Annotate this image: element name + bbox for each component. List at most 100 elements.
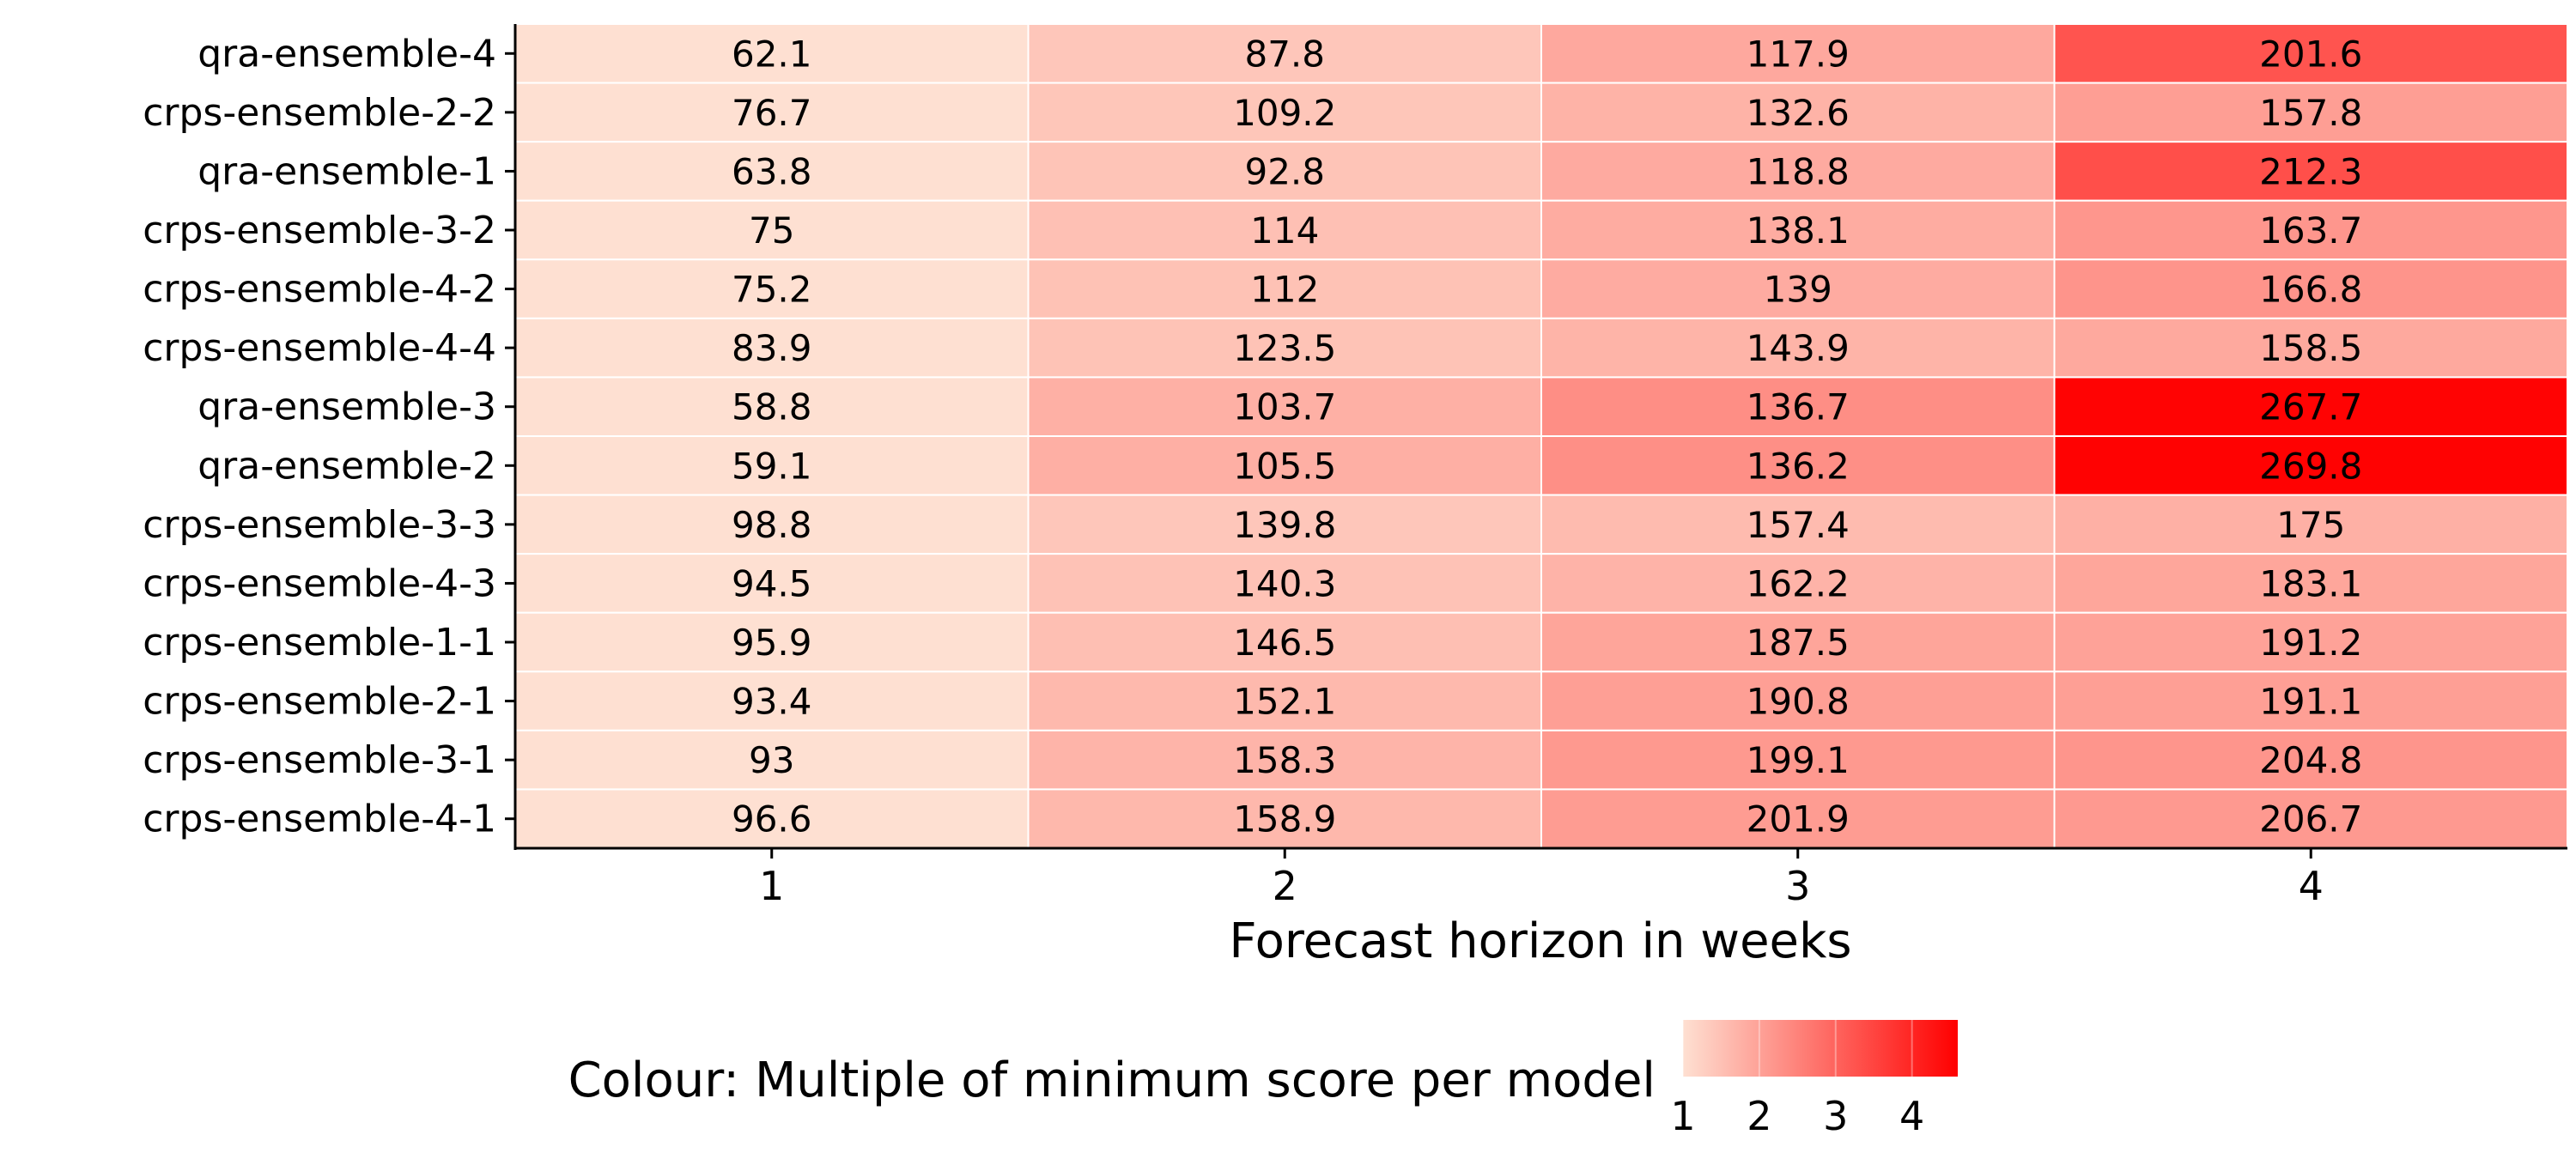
cell-value-label: 93 — [749, 739, 794, 781]
cell-value-label: 201.9 — [1747, 798, 1850, 840]
cell-value-label: 117.9 — [1747, 33, 1850, 75]
cell-value-label: 158.5 — [2259, 327, 2362, 369]
row-label: crps-ensemble-4-4 — [143, 326, 496, 370]
heatmap-cell — [514, 435, 1030, 496]
row-label: qra-ensemble-2 — [197, 444, 496, 488]
cell-value-label: 105.5 — [1233, 445, 1336, 487]
heatmap-cell — [1540, 729, 2056, 791]
cell-value-label: 132.6 — [1747, 92, 1850, 134]
heatmap-cell — [2053, 376, 2568, 437]
heatmap-cell — [514, 317, 1030, 379]
heatmap-cell — [1540, 23, 2056, 84]
cell-value-label: 157.8 — [2259, 92, 2362, 134]
heatmap-cell — [514, 553, 1030, 614]
cell-value-label: 109.2 — [1233, 92, 1336, 134]
row-label: crps-ensemble-3-3 — [143, 503, 496, 547]
heatmap-cell — [2053, 82, 2568, 143]
cell-value-label: 98.8 — [732, 504, 812, 546]
heatmap-cell — [1540, 788, 2056, 850]
heatmap-cell — [2053, 671, 2568, 731]
cell-value-label: 183.1 — [2259, 562, 2362, 604]
colour-scale-tick-label: 1 — [1670, 1093, 1695, 1139]
colour-scale-tick-label: 3 — [1823, 1093, 1848, 1139]
row-label: qra-ensemble-4 — [197, 32, 496, 76]
cell-value-label: 112 — [1250, 269, 1319, 311]
cell-value-label: 199.1 — [1747, 739, 1850, 781]
heatmap-cell — [2053, 494, 2568, 555]
cell-value-label: 59.1 — [732, 445, 812, 487]
cell-value-label: 204.8 — [2259, 739, 2362, 781]
cell-value-label: 96.6 — [732, 798, 812, 840]
x-tick-label: 1 — [759, 863, 784, 909]
x-axis-title: Forecast horizon in weeks — [1229, 913, 1851, 969]
heatmap-cell — [2053, 258, 2568, 319]
cell-value-label: 166.8 — [2259, 269, 2362, 311]
cell-value-label: 143.9 — [1747, 327, 1850, 369]
x-tick-label: 3 — [1785, 863, 1810, 909]
heatmap-cells — [514, 23, 2568, 850]
cell-value-label: 191.2 — [2259, 622, 2362, 664]
cell-value-label: 138.1 — [1747, 209, 1850, 252]
heatmap-cell — [514, 671, 1030, 731]
heatmap-cell — [1540, 671, 2056, 731]
cell-value-label: 62.1 — [732, 33, 812, 75]
cell-value-label: 190.8 — [1747, 681, 1850, 723]
cell-value-label: 201.6 — [2259, 33, 2362, 75]
heatmap-cell — [1540, 317, 2056, 379]
row-label: qra-ensemble-3 — [197, 385, 496, 429]
row-label: crps-ensemble-4-1 — [143, 798, 496, 841]
heatmap-cell — [1540, 376, 2056, 437]
cell-value-label: 58.8 — [732, 386, 812, 428]
row-label: crps-ensemble-3-2 — [143, 209, 496, 252]
cell-value-label: 139 — [1764, 269, 1832, 311]
heatmap-cell — [2053, 553, 2568, 614]
row-label: crps-ensemble-4-3 — [143, 561, 496, 605]
cell-value-label: 76.7 — [732, 92, 812, 134]
colour-scale-tick-label: 4 — [1899, 1093, 1924, 1139]
heatmap-cell — [1027, 82, 1542, 143]
cell-value-label: 123.5 — [1233, 327, 1336, 369]
cell-value-label: 118.8 — [1747, 150, 1850, 192]
heatmap-cell — [1540, 611, 2056, 673]
heatmap-cell — [2053, 611, 2568, 673]
heatmap-cell — [1540, 553, 2056, 614]
cell-value-label: 152.1 — [1233, 681, 1336, 723]
row-label: crps-ensemble-2-1 — [143, 680, 496, 724]
cell-value-label: 140.3 — [1233, 562, 1336, 604]
colour-scale-tick-label: 2 — [1747, 1093, 1771, 1139]
cell-value-label: 175 — [2276, 504, 2345, 546]
heatmap-cell — [2053, 729, 2568, 791]
x-tick-label: 2 — [1273, 863, 1297, 909]
x-tick-label: 4 — [2299, 863, 2324, 909]
cell-value-label: 191.1 — [2259, 681, 2362, 723]
cell-value-label: 146.5 — [1233, 622, 1336, 664]
heatmap-cell — [2053, 141, 2568, 202]
cell-value-label: 212.3 — [2259, 150, 2362, 192]
row-labels: qra-ensemble-4 crps-ensemble-2-2 qra-ensem… — [143, 32, 515, 841]
cell-value-labels: 62.1 87.8 117.9 201.6 76.7 109.2 132.6 157.8 63.… — [732, 33, 2362, 840]
cell-value-label: 163.7 — [2259, 209, 2362, 252]
cell-value-label: 158.9 — [1233, 798, 1336, 840]
cell-value-label: 136.2 — [1747, 445, 1850, 487]
heatmap-cell — [1027, 141, 1542, 202]
cell-value-label: 136.7 — [1747, 386, 1850, 428]
heatmap-cell — [514, 376, 1030, 437]
cell-value-label: 103.7 — [1233, 386, 1336, 428]
heatmap-cell — [1027, 258, 1542, 319]
heatmap-cell — [2053, 788, 2568, 850]
cell-value-label: 92.8 — [1244, 150, 1325, 192]
cell-value-label: 87.8 — [1244, 33, 1325, 75]
heatmap-cell — [1027, 788, 1542, 850]
row-label: crps-ensemble-2-2 — [143, 91, 496, 135]
cell-value-label: 83.9 — [732, 327, 812, 369]
cell-value-label: 94.5 — [732, 562, 812, 604]
colour-legend-title: Colour: Multiple of minimum score per mo… — [568, 1053, 1656, 1108]
row-label: crps-ensemble-3-1 — [143, 738, 496, 782]
heatmap-cell — [2053, 23, 2568, 84]
x-axis-ticks: 1 2 3 4 — [759, 848, 2324, 909]
cell-value-label: 267.7 — [2259, 386, 2362, 428]
heatmap-cell — [1027, 729, 1542, 791]
row-label: qra-ensemble-1 — [197, 149, 496, 193]
cell-value-label: 162.2 — [1747, 562, 1850, 604]
